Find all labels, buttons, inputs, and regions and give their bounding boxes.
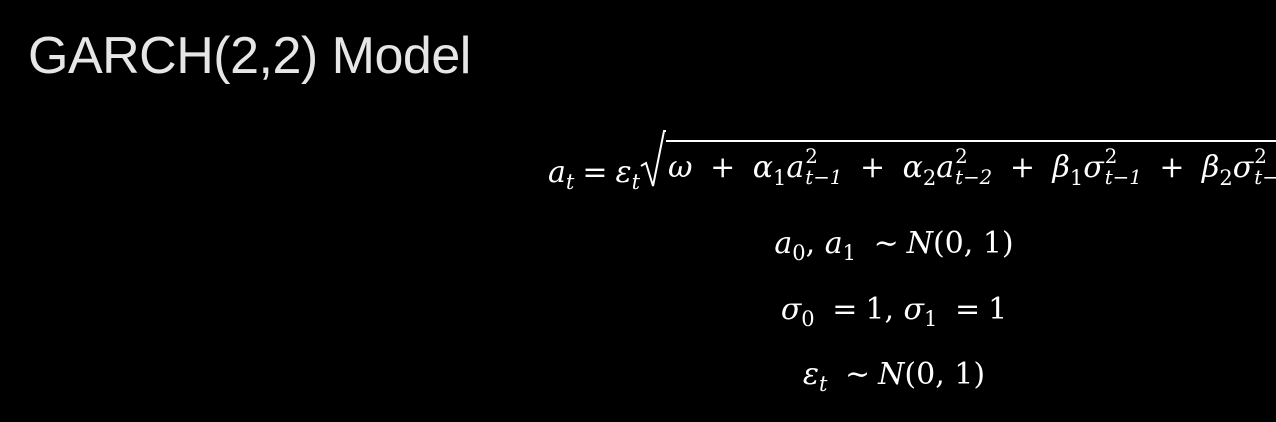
normal-distribution-symbol: N	[906, 226, 933, 261]
initial-a-distribution: a0, a1 ∼ N(0, 1)	[774, 226, 1014, 266]
epsilon-t-term: εt	[615, 155, 641, 195]
garch-variance-equation: at = εt ω + α1a 2 t−1 + α2a 2 t−2 + β1σ 2 t−1 …	[548, 130, 1276, 195]
a-t-term: at	[548, 155, 575, 195]
initial-sigma-values: σ0 = 1, σ1 = 1	[780, 292, 1008, 332]
radical-sign-icon	[640, 130, 667, 187]
normal-distribution-symbol: N	[878, 357, 905, 392]
page-title: GARCH(2,2) Model	[28, 27, 471, 85]
alpha1-term: α1a 2 t−1	[752, 145, 843, 190]
omega-term: ω	[668, 150, 693, 186]
equals-sign: =	[582, 155, 608, 190]
beta1-term: β1σ 2 t−1	[1052, 145, 1142, 190]
alpha2-term: α2a 2 t−2	[902, 145, 993, 190]
epsilon-distribution: εt ∼ N(0, 1)	[802, 357, 986, 397]
